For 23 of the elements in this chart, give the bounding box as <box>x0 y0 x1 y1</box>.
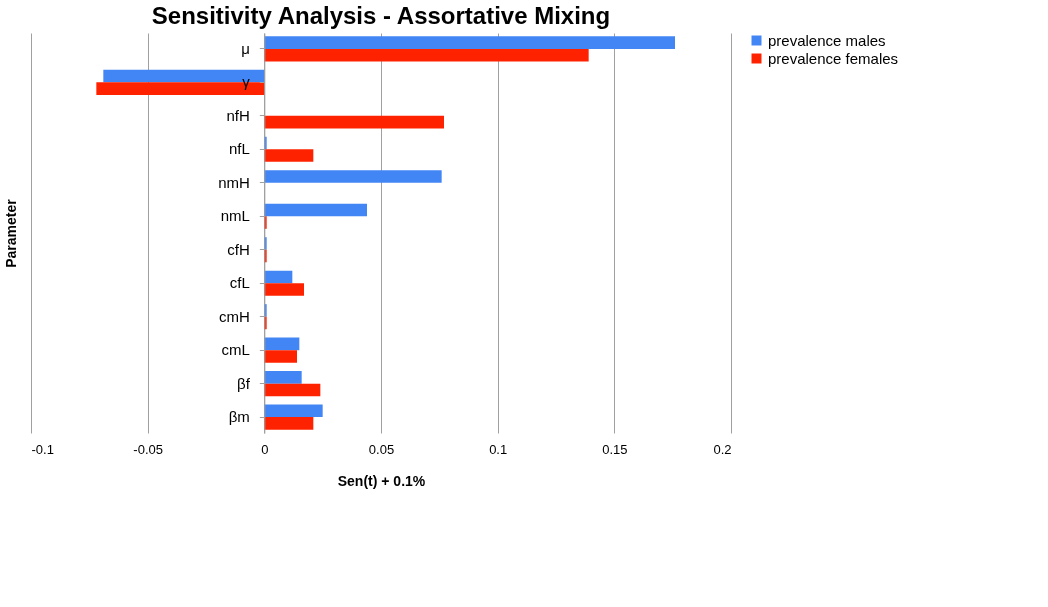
y-tick-label: nmL <box>220 207 250 225</box>
x-tick-label: -0.05 <box>133 441 163 457</box>
y-tick-label: cmL <box>221 341 250 359</box>
y-tick-label: nfL <box>228 140 250 158</box>
y-tick-label: μ <box>241 39 250 57</box>
x-tick-label: 0.1 <box>489 441 508 457</box>
legend-label: prevalence females <box>768 49 899 67</box>
y-tick-label: nfH <box>226 106 250 124</box>
x-tick-label: -0.1 <box>31 441 54 457</box>
x-tick-label: 0.2 <box>713 441 732 457</box>
y-tick-label: cmH <box>219 307 250 325</box>
x-tick-label: 0.05 <box>368 441 395 457</box>
x-axis-title: Sen(t) + 0.1% <box>337 472 426 489</box>
y-tick-label: βf <box>237 374 251 392</box>
y-tick-label: cfL <box>229 274 250 292</box>
x-tick-label: 0.15 <box>602 441 628 457</box>
y-tick-label: cfH <box>227 240 250 258</box>
y-tick-label: nmH <box>218 173 250 191</box>
legend-label: prevalence males <box>768 31 886 49</box>
y-tick-label: βm <box>228 408 250 426</box>
y-axis-title: Parameter <box>3 198 20 268</box>
x-tick-label: 0 <box>261 441 269 457</box>
chart-title: Sensitivity Analysis - Assortative Mixing <box>151 2 611 29</box>
